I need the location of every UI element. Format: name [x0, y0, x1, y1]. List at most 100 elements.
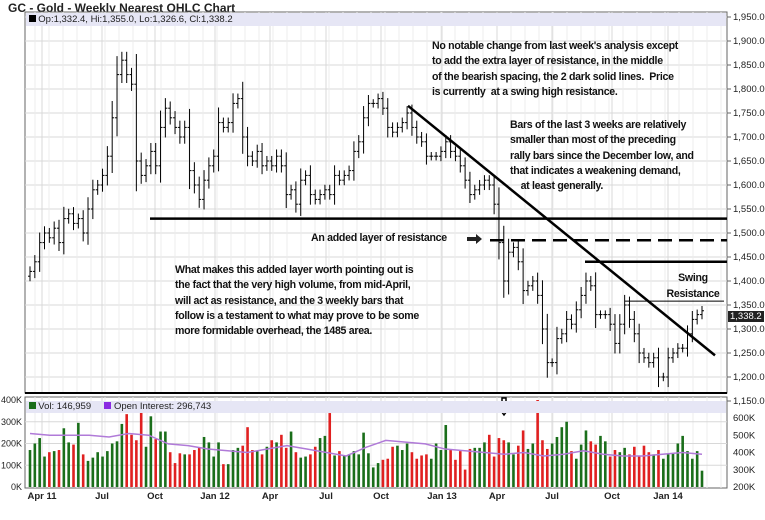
ohlc-bar [521, 248, 526, 305]
ohlc-bar [530, 275, 535, 291]
volume-bar [57, 450, 61, 487]
volume-bar [666, 454, 670, 487]
ohlc-bar [569, 314, 574, 330]
volume-bar [686, 451, 689, 487]
volume-bar [202, 436, 206, 487]
ohlc-bar [158, 110, 163, 183]
ohlc-bar [95, 179, 100, 195]
ohlc-bar [148, 143, 153, 175]
volume-bar [516, 445, 520, 487]
ohlc-bar [115, 56, 120, 137]
ohlc-bar [342, 170, 347, 186]
volume-bar [521, 430, 525, 487]
ohlc-bar [110, 101, 115, 173]
volume-bar [101, 456, 104, 487]
ohlc-bar [695, 309, 700, 325]
ohlc-bar [579, 287, 584, 319]
ohlc-legend: Op:1,332.4, Hi:1,355.0, Lo:1,326.6, Cl:1… [26, 13, 726, 26]
ohlc-bar [559, 328, 564, 344]
ohlc-bar [284, 152, 289, 209]
ohlc-bar [656, 347, 661, 388]
ohlc-bar [71, 207, 76, 231]
volume-bar [376, 463, 380, 487]
volume-bar [149, 416, 153, 487]
volume-bar [289, 431, 293, 487]
ohlc-bar [535, 272, 540, 304]
volume-bar [67, 442, 70, 487]
volume-bar [299, 457, 303, 487]
volume-bar [618, 452, 622, 487]
ohlc-bar [583, 272, 588, 304]
ohlc-bar [206, 157, 211, 189]
volume-bar [139, 410, 143, 487]
volume-bar [420, 455, 423, 487]
price-tick-label: 1,600.0 [733, 180, 765, 191]
volume-bar [642, 445, 646, 487]
open-interest-line [29, 432, 703, 457]
ohlc-bar [264, 155, 269, 171]
price-tick-label: 1,950.0 [733, 12, 765, 23]
volume-bar [164, 431, 167, 487]
volume-bar [275, 442, 278, 487]
volume-bar [396, 445, 399, 487]
volume-bar [473, 447, 477, 487]
price-tick-label: 1,450.0 [733, 252, 765, 263]
volume-bar [502, 440, 506, 487]
ohlc-bar [61, 206, 66, 255]
oi-tick-label: 600K [733, 413, 756, 424]
volume-bar [681, 435, 684, 487]
ohlc-bar [81, 210, 86, 242]
volume-bar [212, 456, 216, 487]
x-tick-label: Oct [373, 491, 390, 502]
right-arrow-icon [467, 234, 482, 244]
price-tick-label: 1,300.0 [733, 324, 765, 335]
volume-bar [367, 453, 370, 487]
ohlc-bar [177, 120, 182, 144]
ohlc-bar [356, 135, 361, 159]
ohlc-bar [144, 159, 149, 183]
volume-bar [575, 458, 578, 487]
ohlc-bar [119, 51, 124, 83]
annotation-top: No notable change from last week's analy… [432, 40, 678, 98]
ohlc-bar [76, 213, 81, 229]
volume-bar [458, 451, 462, 487]
volume-bar [604, 441, 607, 487]
ohlc-bar [274, 149, 279, 173]
ohlc-bar [47, 227, 52, 243]
ohlc-bar [680, 344, 685, 353]
x-tick-label: Oct [604, 491, 621, 502]
ohlc-bar [670, 347, 675, 363]
x-tick-label: Jul [545, 491, 559, 502]
x-tick-label: Jan 12 [200, 491, 230, 502]
ohlc-bar [153, 143, 158, 175]
volume-bar [33, 443, 37, 487]
volume-bar [347, 454, 351, 487]
volume-bar [550, 443, 554, 487]
volume-bar [207, 442, 211, 487]
volume-bar [197, 447, 201, 487]
volume-bar [492, 456, 496, 487]
volume-legend: Vol: 146,959 Open Interest: 296,743 [26, 401, 726, 413]
volume-bar [483, 442, 486, 487]
volume-bar [231, 450, 235, 487]
ohlc-bar [308, 165, 313, 205]
ohlc-bar [313, 189, 318, 205]
volume-bar [43, 456, 46, 487]
volume-bar [260, 454, 264, 487]
volume-bar [599, 435, 602, 487]
volume-bar [662, 458, 665, 487]
volume-bar [405, 443, 409, 487]
price-tick-label: 1,750.0 [733, 108, 765, 119]
down-trendline [407, 104, 716, 357]
volume-bar [381, 459, 385, 487]
volume-bar [657, 450, 660, 487]
volume-bar [106, 451, 109, 487]
volume-bar [434, 443, 438, 487]
volume-bar [512, 454, 515, 487]
ohlc-bar [57, 219, 62, 251]
ohlc-bar [380, 91, 385, 115]
ohlc-bar [279, 149, 284, 173]
volume-bar [671, 453, 675, 487]
volume-bar [284, 447, 288, 487]
